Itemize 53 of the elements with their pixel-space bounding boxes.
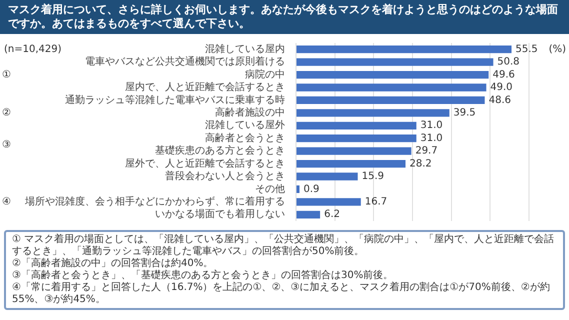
- bar: [296, 96, 485, 104]
- y-tick-label: 高齢者施設の中: [215, 106, 285, 119]
- y-tick-label: いかなる場面でも着用しない: [155, 208, 285, 220]
- y-tick-label: 混雑している屋内: [205, 42, 285, 55]
- data-label: 16.7: [364, 196, 388, 208]
- bar: [296, 160, 406, 168]
- y-tick-label: 電車やバスなど公共交通機関では原則着ける: [85, 56, 285, 68]
- y-tick-label: 通勤ラッシュ等混雑した電車やバスに乗車する時: [65, 94, 285, 106]
- text: ③「高齢者と会うとき」、「基礎疾患のある方と会うとき」の回答割合は30%前後。: [12, 270, 394, 282]
- data-label: 49.0: [490, 82, 513, 94]
- bar: [296, 109, 450, 117]
- y-tick-label: 場所や混雑度、会う相手などにかかわらず、常に着用する: [24, 196, 285, 208]
- data-label: 48.6: [488, 94, 511, 106]
- y-tick-label: 屋内で、人と近距離で会話するとき: [125, 81, 285, 94]
- data-label: 29.7: [415, 146, 438, 157]
- chart-title: マスク着用について、さらに詳しくお伺いします。あなたが今後もマスクを着けようと思うのはどのような場面ですか。あてはまるものをすべて選んで下さい。: [0, 0, 569, 34]
- bar: [296, 70, 489, 79]
- data-label: 15.9: [362, 171, 384, 182]
- text: ②「高齢者施設の中」の回答割合は約40%。: [12, 258, 214, 270]
- bar: [296, 147, 412, 155]
- text: (n=10,429): [4, 44, 62, 55]
- data-label: 49.6: [492, 69, 515, 80]
- text: ②: [2, 108, 11, 119]
- text: ③: [2, 139, 11, 150]
- bar: [296, 122, 416, 130]
- y-tick-label: その他: [255, 182, 285, 195]
- bar: [296, 210, 320, 218]
- data-label: 39.5: [453, 108, 476, 119]
- y-tick-label: 病院の中: [245, 68, 285, 80]
- text: ① マスク着用の場面としては、「混雑している屋内」、「公共交通機関」、「病院の中」、「屋内で、人と近距離で会話するとき」、「通勤ラッシュ等混雑した電車やバス」の回答割合が50%前後。: [12, 234, 556, 258]
- data-label: 50.8: [497, 56, 520, 68]
- y-tick-label: 屋外で、人と近距離で会話するとき: [125, 157, 285, 170]
- bar: [296, 134, 416, 142]
- y-tick-label: 高齢者と会うとき: [205, 132, 285, 144]
- text: (%): [548, 44, 566, 55]
- data-label: 28.2: [410, 158, 432, 170]
- y-tick-label: 基礎疾患のある方と会うとき: [155, 144, 285, 157]
- text: ①: [2, 69, 11, 80]
- data-label: 6.2: [324, 209, 340, 220]
- bar: [296, 58, 494, 66]
- text: ④「常に着用する」と回答した人（16.7%）を上記の①、②、③に加えると、マスク着用の割合は①が70%前後、②が約55%、③が約45%。: [12, 282, 551, 306]
- data-label: 31.0: [420, 132, 443, 144]
- bar: [296, 185, 300, 194]
- bar: [296, 172, 358, 180]
- bar: [296, 84, 486, 92]
- bar: [296, 198, 361, 206]
- data-label: 31.0: [420, 120, 443, 132]
- bar: [296, 46, 512, 54]
- data-label: 0.9: [303, 184, 320, 195]
- data-label: 55.5: [516, 44, 538, 55]
- y-tick-label: 普段会わない人と会うとき: [165, 170, 285, 182]
- y-tick-label: 混雑している屋外: [205, 119, 285, 132]
- text: ④: [2, 196, 11, 208]
